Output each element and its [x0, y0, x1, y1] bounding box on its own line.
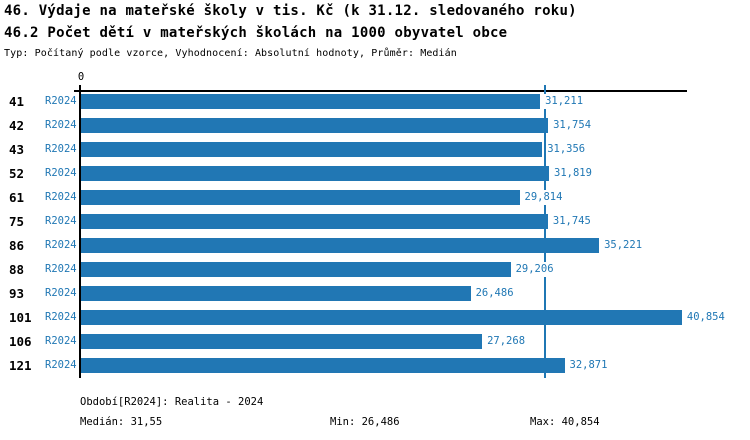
x-axis-zero-tick-label: 0 — [77, 71, 85, 83]
value-label: 31,356 — [546, 142, 587, 157]
series-label: R2024 — [45, 263, 77, 275]
bar — [81, 334, 483, 349]
series-label: R2024 — [45, 335, 77, 347]
page-title: 46. Výdaje na mateřské školy v tis. Kč (… — [4, 3, 577, 19]
value-label: 31,745 — [551, 214, 592, 229]
bar-row: 52 R2024 31,819 — [0, 166, 750, 181]
value-label: 31,754 — [552, 118, 593, 133]
footer-max-label: Max: 40,854 — [530, 416, 600, 428]
chart-meta-line: Typ: Počítaný podle vzorce, Vyhodnocení:… — [4, 48, 457, 59]
value-label: 27,268 — [486, 334, 527, 349]
series-label: R2024 — [45, 287, 77, 299]
value-label: 29,206 — [514, 262, 555, 277]
value-label: 32,871 — [568, 358, 609, 373]
category-label: 88 — [9, 262, 25, 277]
value-label: 35,221 — [603, 238, 644, 253]
bar-row: 75 R2024 31,745 — [0, 214, 750, 229]
value-label: 31,819 — [553, 166, 593, 181]
category-label: 61 — [9, 190, 25, 205]
category-label: 93 — [9, 286, 25, 301]
bar-row: 101 R2024 40,854 — [0, 310, 750, 325]
category-label: 75 — [9, 214, 25, 229]
y-axis-line — [79, 85, 81, 378]
series-label: R2024 — [45, 143, 77, 155]
bar — [81, 190, 520, 205]
bar — [81, 118, 549, 133]
footer-median-label: Medián: 31,55 — [80, 416, 163, 428]
series-label: R2024 — [45, 119, 77, 131]
series-label: R2024 — [45, 215, 77, 227]
series-label: R2024 — [45, 311, 77, 323]
bar — [81, 358, 565, 373]
bar-row: 61 R2024 29,814 — [0, 190, 750, 205]
median-line — [544, 85, 547, 378]
bar-row: 43 R2024 31,356 — [0, 142, 750, 157]
bar — [81, 166, 549, 181]
series-label: R2024 — [45, 167, 77, 179]
bar — [81, 310, 682, 325]
footer-period-label: Období[R2024]: Realita - 2024 — [80, 396, 264, 408]
x-axis-line — [74, 90, 687, 92]
series-label: R2024 — [45, 239, 77, 251]
category-label: 52 — [9, 166, 25, 181]
series-label: R2024 — [45, 359, 77, 371]
value-label: 31,211 — [544, 94, 585, 109]
bar-row: 42 R2024 31,754 — [0, 118, 750, 133]
bar — [81, 94, 541, 109]
page-subtitle: 46.2 Počet dětí v mateřských školách na … — [4, 25, 508, 41]
footer-min-label: Min: 26,486 — [330, 416, 400, 428]
bar — [81, 214, 548, 229]
bar — [81, 238, 600, 253]
value-label: 29,814 — [523, 190, 564, 205]
bar-row: 88 R2024 29,206 — [0, 262, 750, 277]
series-label: R2024 — [45, 191, 77, 203]
category-label: 101 — [9, 310, 32, 325]
bar-row: 41 R2024 31,211 — [0, 94, 750, 109]
bar — [81, 262, 511, 277]
bar-row: 106 R2024 27,268 — [0, 334, 750, 349]
value-label: 40,854 — [685, 310, 726, 325]
bar-row: 86 R2024 35,221 — [0, 238, 750, 253]
category-label: 42 — [9, 118, 25, 133]
series-label: R2024 — [45, 95, 77, 107]
category-label: 86 — [9, 238, 25, 253]
category-label: 43 — [9, 142, 25, 157]
category-label: 121 — [9, 358, 32, 373]
category-label: 106 — [9, 334, 32, 349]
bar-row: 93 R2024 26,486 — [0, 286, 750, 301]
bar-row: 121 R2024 32,871 — [0, 358, 750, 373]
value-label: 26,486 — [474, 286, 515, 301]
bar — [81, 142, 543, 157]
category-label: 41 — [9, 94, 25, 109]
bar — [81, 286, 471, 301]
